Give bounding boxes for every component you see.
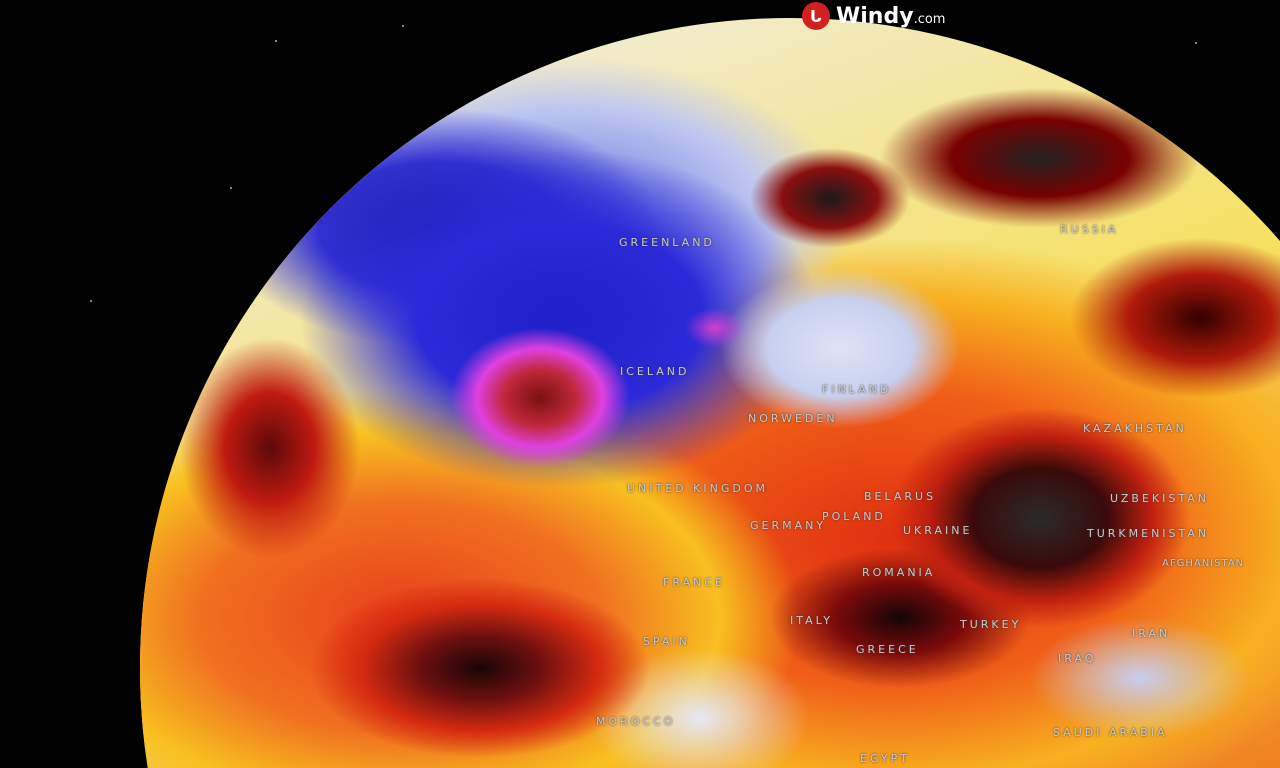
- map-label: FRANCE: [663, 576, 725, 589]
- map-label: BELARUS: [864, 490, 937, 503]
- windy-logo-icon: ᒐ: [802, 2, 830, 30]
- star: [275, 40, 277, 42]
- logo-brand: Windy: [836, 3, 914, 29]
- map-label: UKRAINE: [903, 524, 973, 537]
- map-label: GERMANY: [750, 519, 827, 532]
- map-label: UNITED KINGDOM: [627, 482, 768, 495]
- map-label: GREENLAND: [619, 236, 715, 249]
- map-label: IRAN: [1132, 627, 1171, 640]
- map-label: EGYPT: [860, 752, 910, 765]
- star: [402, 25, 404, 27]
- map-label: ITALY: [790, 614, 834, 627]
- map-label: GREECE: [856, 643, 919, 656]
- map-label: NORWEDEN: [748, 412, 838, 425]
- star: [230, 187, 232, 189]
- map-label: ROMANIA: [862, 566, 936, 579]
- map-label: TURKEY: [960, 618, 1022, 631]
- map-label: KAZAKHSTAN: [1083, 422, 1187, 435]
- map-label: SAUDI ARABIA: [1053, 726, 1168, 739]
- map-label: IRAQ: [1058, 652, 1097, 665]
- star: [90, 300, 92, 302]
- map-label: MOROCCO: [596, 715, 676, 728]
- map-label: POLAND: [822, 510, 886, 523]
- logo-suffix: .com: [913, 11, 946, 27]
- map-label: SPAIN: [643, 635, 690, 648]
- map-label: RUSSIA: [1060, 223, 1119, 236]
- map-label: AFGHANISTAN: [1162, 558, 1245, 569]
- windy-logo[interactable]: ᒐ Windy.com: [802, 2, 945, 30]
- map-label: FINLAND: [822, 383, 892, 396]
- star: [1195, 42, 1197, 44]
- map-label: UZBEKISTAN: [1110, 492, 1209, 505]
- map-label: ICELAND: [620, 365, 690, 378]
- map-label: TURKMENISTAN: [1087, 527, 1210, 540]
